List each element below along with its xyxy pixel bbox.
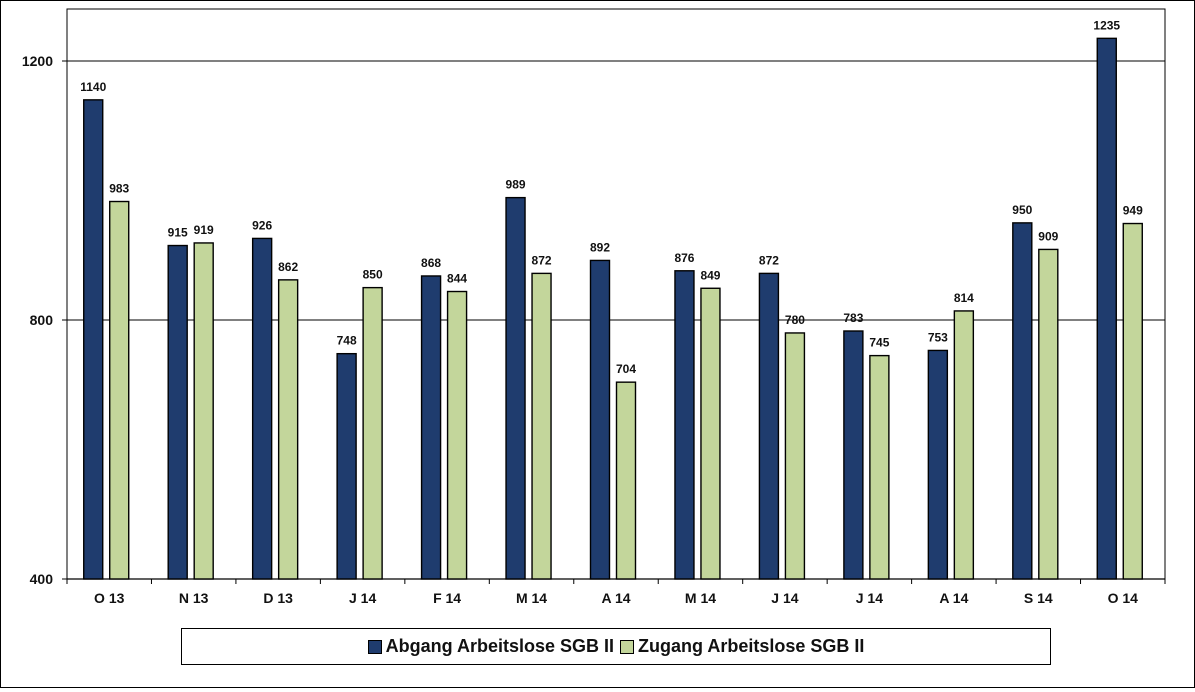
data-label-abgang: 892 <box>590 240 610 254</box>
data-label-zugang: 704 <box>616 362 636 376</box>
data-label-zugang: 850 <box>363 268 383 282</box>
bar-zugang <box>953 310 975 580</box>
bar-zugang <box>109 200 130 580</box>
legend-item-abgang: Abgang Arbeitslose SGB II <box>367 636 614 657</box>
bar-abgang <box>758 272 780 580</box>
bar-abgang <box>843 330 864 580</box>
x-tick-label: M 14 <box>685 590 716 606</box>
x-tick-label: O 14 <box>1108 590 1139 606</box>
data-label-zugang: 745 <box>869 336 889 350</box>
y-tick-label: 1200 <box>22 53 53 69</box>
data-label-abgang: 950 <box>1012 203 1032 217</box>
y-tick-label: 800 <box>30 312 54 328</box>
data-label-zugang: 862 <box>278 260 298 274</box>
data-label-zugang: 872 <box>532 253 552 267</box>
legend: Abgang Arbeitslose SGB II Zugang Arbeits… <box>181 628 1051 665</box>
bar-abgang <box>336 352 357 580</box>
data-label-zugang: 844 <box>447 272 467 286</box>
bar-abgang <box>927 349 949 580</box>
bar-zugang <box>277 279 299 580</box>
bar-zugang <box>1122 222 1143 580</box>
data-label-zugang: 909 <box>1038 229 1058 243</box>
data-label-zugang: 949 <box>1123 204 1143 218</box>
bar-abgang <box>251 237 273 580</box>
data-label-abgang: 915 <box>168 226 188 240</box>
bar-zugang <box>446 290 468 580</box>
x-tick-label: N 13 <box>179 590 209 606</box>
x-tick-label: M 14 <box>516 590 547 606</box>
data-label-abgang: 868 <box>421 256 441 270</box>
x-tick-label: O 13 <box>94 590 125 606</box>
data-label-abgang: 872 <box>759 253 779 267</box>
bar-zugang <box>1038 248 1059 580</box>
bar-zugang <box>362 286 383 580</box>
x-tick-label: D 13 <box>263 590 293 606</box>
data-label-abgang: 748 <box>337 334 357 348</box>
x-tick-label: J 14 <box>349 590 376 606</box>
data-label-zugang: 814 <box>954 291 974 305</box>
bar-abgang <box>83 99 104 580</box>
legend-label-abgang: Abgang Arbeitslose SGB II <box>385 636 614 656</box>
data-label-abgang: 783 <box>843 311 863 325</box>
bar-zugang <box>615 381 637 580</box>
x-tick-label: A 14 <box>601 590 630 606</box>
bar-abgang <box>674 270 695 580</box>
bar-zugang <box>700 287 721 580</box>
y-tick-label: 400 <box>30 571 54 587</box>
bar-abgang <box>505 196 526 580</box>
x-tick-label: J 14 <box>856 590 883 606</box>
x-tick-label: S 14 <box>1024 590 1053 606</box>
bar-abgang <box>420 275 442 580</box>
bar-zugang <box>531 272 552 580</box>
legend-item-zugang: Zugang Arbeitslose SGB II <box>620 636 864 657</box>
data-label-abgang: 989 <box>506 178 526 192</box>
data-label-zugang: 780 <box>785 313 805 327</box>
data-label-abgang: 926 <box>252 218 272 232</box>
x-tick-label: J 14 <box>771 590 798 606</box>
bar-abgang <box>589 259 611 580</box>
data-label-zugang: 919 <box>194 223 214 237</box>
bar-zugang <box>193 242 214 580</box>
bar-abgang <box>167 244 188 580</box>
x-tick-label: F 14 <box>433 590 461 606</box>
bar-abgang <box>1012 222 1033 580</box>
data-label-zugang: 849 <box>700 268 720 282</box>
data-label-zugang: 983 <box>109 182 129 196</box>
data-label-abgang: 1235 <box>1093 18 1120 32</box>
bar-zugang <box>869 354 890 580</box>
legend-label-zugang: Zugang Arbeitslose SGB II <box>638 636 865 656</box>
bar-abgang <box>1096 37 1117 580</box>
legend-swatch-abgang <box>367 639 382 654</box>
bar-zugang <box>784 332 806 580</box>
data-label-abgang: 753 <box>928 330 948 344</box>
data-label-abgang: 1140 <box>80 80 106 94</box>
x-tick-label: A 14 <box>939 590 968 606</box>
legend-swatch-zugang <box>620 639 634 654</box>
data-label-abgang: 876 <box>674 251 694 265</box>
